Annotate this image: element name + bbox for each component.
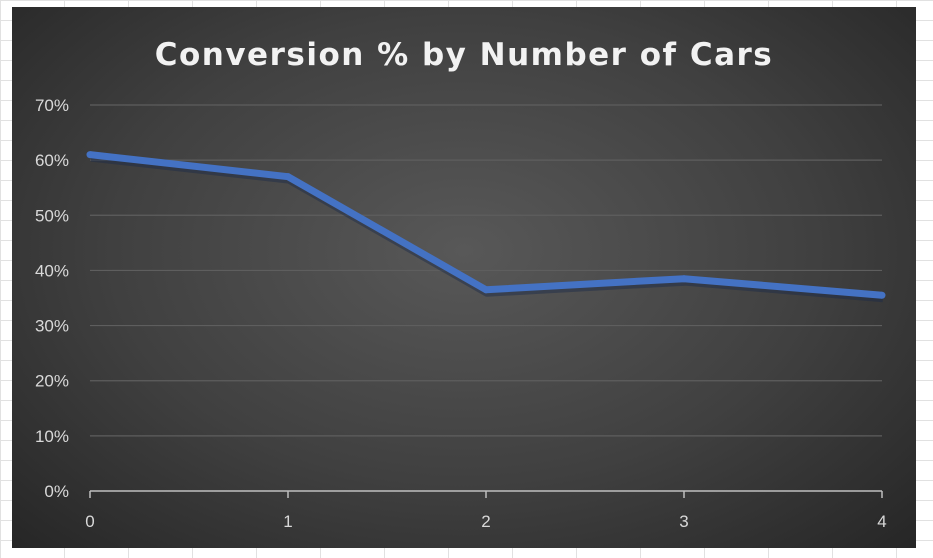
- series-line: [89, 151, 883, 299]
- y-tick-label: 40%: [35, 261, 69, 280]
- data-point: [878, 291, 886, 299]
- y-tick-label: 20%: [35, 372, 69, 391]
- x-tick-label: 2: [481, 512, 490, 531]
- y-tick-label: 30%: [35, 317, 69, 336]
- y-tick-label: 0%: [44, 482, 69, 501]
- y-tick-label: 50%: [35, 206, 69, 225]
- chart-title: Conversion % by Number of Cars: [154, 37, 774, 73]
- x-tick-label: 3: [679, 512, 688, 531]
- data-point: [86, 151, 94, 159]
- y-tick-label: 10%: [35, 427, 69, 446]
- x-tick-label: 1: [283, 512, 292, 531]
- data-point: [680, 275, 688, 283]
- x-tick-label: 4: [877, 512, 886, 531]
- series-line-shadow: [90, 153, 884, 303]
- y-tick-label: 60%: [35, 151, 69, 170]
- y-tick-label: 70%: [35, 96, 69, 115]
- data-point: [482, 286, 490, 294]
- chart-area: Conversion % by Number of Cars 0% 10% 20% 3…: [12, 7, 916, 548]
- x-tick-label: 0: [85, 512, 94, 531]
- chart-plot: 0% 10% 20% 30% 40% 50% 60% 70% 0 1 2 3 4: [35, 96, 887, 531]
- data-point: [284, 173, 292, 181]
